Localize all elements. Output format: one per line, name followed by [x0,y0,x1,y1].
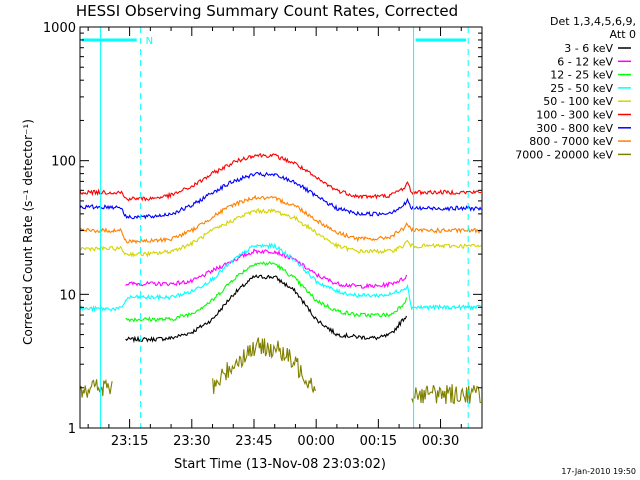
footer-timestamp: 17-Jan-2010 19:50 [561,467,636,476]
x-tick-label: 00:00 [297,434,334,449]
series-line [79,242,482,313]
legend-header-line-1: Det 1,3,4,5,6,9, [550,15,636,28]
legend-header-line-2: Att 0 [610,28,636,41]
plot-data-area [79,152,482,405]
y-tick-label: 100 [51,155,76,170]
series-line [125,260,408,323]
x-tick-label: 23:30 [173,434,210,449]
plot-frame [79,26,483,429]
series-line [125,274,408,344]
legend-label: 3 - 6 keV [564,42,613,55]
legend-label: 100 - 300 keV [536,109,613,122]
time-markers: N [82,27,469,428]
night-marker-label: N [146,36,153,47]
series-line [79,152,482,202]
y-tick-label: 1 [68,422,76,437]
y-axis-label: Corrected Count Rate (s⁻¹ detector⁻¹) [21,119,35,345]
y-tick-label: 1000 [43,21,76,36]
y-axis: 1 10 100 1000 [43,21,482,437]
series-0 [125,274,408,344]
series-1 [125,248,408,289]
series-3 [79,242,482,313]
series-line [79,207,482,258]
series-line [79,194,482,245]
legend-label: 25 - 50 keV [550,82,613,95]
legend-label: 12 - 25 keV [550,69,613,82]
chart-title: HESSI Observing Summary Count Rates, Cor… [76,2,458,20]
x-tick-label: 23:15 [111,434,148,449]
series-line [79,337,482,405]
series-5 [79,152,482,202]
series-2 [125,260,408,323]
x-axis: 23:15 23:30 23:45 00:00 00:15 00:30 [87,27,483,449]
legend-label: 50 - 100 keV [543,95,613,108]
series-line [125,248,408,289]
legend-label: 6 - 12 keV [557,55,613,68]
legend-label: 300 - 800 keV [536,122,613,135]
x-tick-label: 23:45 [235,434,272,449]
series-line [79,171,482,220]
series-7 [79,194,482,245]
x-tick-label: 00:30 [422,434,459,449]
x-axis-label: Start Time (13-Nov-08 23:03:02) [174,457,386,472]
y-tick-label: 10 [59,288,76,303]
series-8 [79,337,482,405]
series-4 [79,207,482,258]
legend-label: 7000 - 20000 keV [515,148,613,161]
legend-label: 800 - 7000 keV [529,135,613,148]
series-6 [79,171,482,220]
x-tick-label: 00:15 [360,434,397,449]
